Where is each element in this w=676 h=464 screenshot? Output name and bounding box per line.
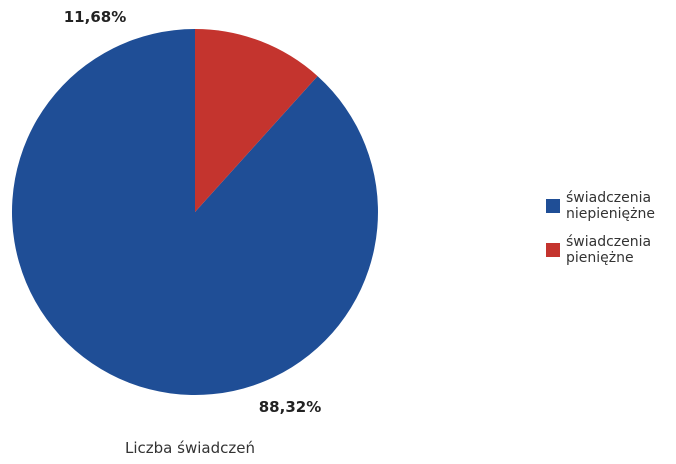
legend: świadczenia niepieniężne świadczenia pienię… <box>546 190 655 266</box>
legend-label-1: świadczenia niepieniężne <box>566 190 655 222</box>
legend-swatch-1 <box>546 199 560 213</box>
pie-data-label-2: 11,68% <box>64 8 126 26</box>
pie-data-labels: 88,32% 11,68% <box>64 8 321 416</box>
pie-slices <box>11 28 378 395</box>
pie-slice-2 <box>195 29 318 212</box>
chart-caption: Liczba świadczeń <box>125 439 255 457</box>
legend-swatch-2 <box>546 243 560 257</box>
pie-data-label-1: 88,32% <box>259 398 321 416</box>
legend-label-2: świadczenia pieniężne <box>566 234 651 266</box>
pie-slice-1 <box>11 28 378 395</box>
